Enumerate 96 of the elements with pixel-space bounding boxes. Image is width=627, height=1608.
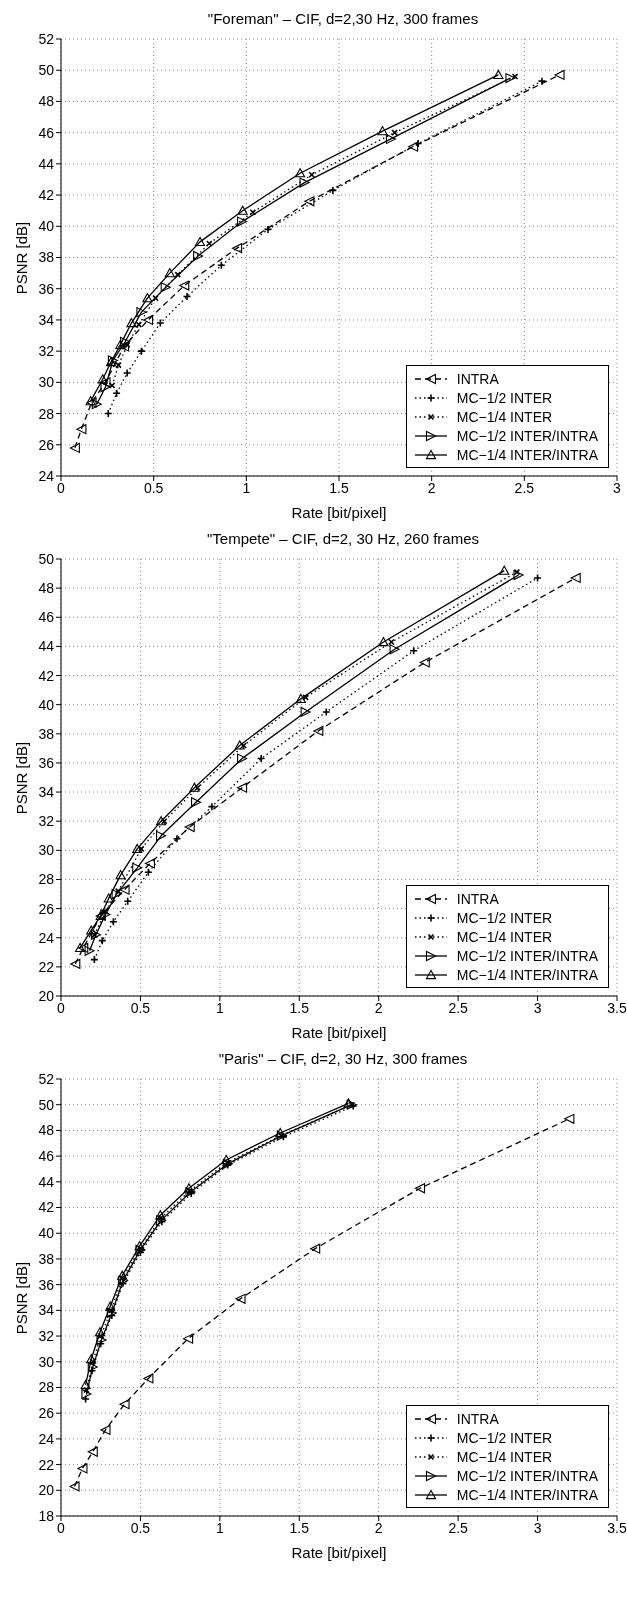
y-axis-title: PSNR [dB] (12, 741, 30, 814)
chart-title: "Tempete" – CIF, d=2, 30 Hz, 260 frames (206, 530, 480, 547)
y-axis-title: PSNR [dB] (12, 1261, 30, 1334)
y-tick-label: 28 (38, 405, 55, 422)
y-tick-label: 48 (38, 1122, 55, 1139)
x-tick-label: 3 (613, 479, 622, 496)
y-tick-label: 30 (38, 374, 55, 391)
y-tick-label: 50 (38, 62, 55, 79)
legend-label: INTRA (456, 1410, 499, 1427)
legend-label: MC−1/2 INTER (456, 389, 553, 406)
legend-label: MC−1/4 INTER (456, 928, 553, 945)
y-tick-label: 50 (38, 550, 55, 567)
y-tick-label: 28 (38, 871, 55, 888)
y-tick-label: 38 (38, 249, 55, 266)
x-axis-title: Rate [bit/pixel] (291, 1544, 387, 1561)
y-tick-label: 40 (38, 696, 55, 713)
y-axis-title: PSNR [dB] (12, 221, 30, 294)
x-tick-label: 3.5 (607, 1519, 627, 1536)
y-tick-label: 46 (38, 1148, 55, 1165)
x-tick-label: 2 (427, 479, 436, 496)
y-tick-label: 48 (38, 93, 55, 110)
y-tick-label: 44 (38, 1173, 55, 1190)
y-tick-label: 44 (38, 638, 55, 655)
y-tick-label: 36 (38, 754, 55, 771)
y-tick-label: 28 (38, 1379, 55, 1396)
y-tick-label: 46 (38, 609, 55, 626)
legend-label: MC−1/4 INTER/INTRA (456, 1486, 598, 1503)
x-tick-label: 2.5 (448, 1519, 469, 1536)
y-tick-label: 42 (38, 187, 55, 204)
x-tick-label: 0 (57, 999, 66, 1016)
x-tick-label: 0 (57, 1519, 66, 1536)
y-tick-label: 26 (38, 436, 55, 453)
y-tick-label: 40 (38, 1225, 55, 1242)
y-tick-label: 52 (38, 1070, 55, 1087)
y-tick-label: 52 (38, 30, 55, 47)
legend-label: MC−1/2 INTER (456, 909, 553, 926)
y-tick-label: 38 (38, 725, 55, 742)
legend-label: MC−1/2 INTER/INTRA (456, 1467, 598, 1484)
legend-label: INTRA (456, 370, 499, 387)
y-tick-label: 36 (38, 1276, 55, 1293)
chart-title: "Paris" – CIF, d=2, 30 Hz, 300 frames (217, 1050, 469, 1067)
y-tick-label: 20 (38, 987, 55, 1004)
x-tick-label: 1.5 (289, 1519, 310, 1536)
x-tick-label: 1.5 (289, 999, 310, 1016)
legend-label: MC−1/4 INTER/INTRA (456, 446, 598, 463)
legend-label: INTRA (456, 890, 499, 907)
y-tick-label: 38 (38, 1250, 55, 1267)
x-tick-label: 2.5 (514, 479, 535, 496)
legend-label: MC−1/2 INTER (456, 1429, 553, 1446)
y-tick-label: 30 (38, 842, 55, 859)
y-tick-label: 42 (38, 1199, 55, 1216)
chart-title: "Foreman" – CIF, d=2,30 Hz, 300 frames (206, 10, 480, 27)
y-tick-label: 36 (38, 280, 55, 297)
x-tick-label: 3.5 (607, 999, 627, 1016)
y-tick-label: 18 (38, 1507, 55, 1524)
x-axis-title: Rate [bit/pixel] (291, 1024, 387, 1041)
legend-label: MC−1/4 INTER/INTRA (456, 966, 598, 983)
y-tick-label: 24 (38, 929, 55, 946)
x-tick-label: 0.5 (130, 1519, 151, 1536)
y-tick-label: 22 (38, 958, 55, 975)
x-tick-label: 0.5 (143, 479, 164, 496)
x-tick-label: 2.5 (448, 999, 469, 1016)
y-tick-label: 40 (38, 218, 55, 235)
y-tick-label: 30 (38, 1353, 55, 1370)
x-tick-label: 3 (533, 1519, 542, 1536)
x-tick-label: 3 (533, 999, 542, 1016)
y-tick-label: 20 (38, 1482, 55, 1499)
y-tick-label: 44 (38, 155, 55, 172)
y-tick-label: 46 (38, 124, 55, 141)
legend-label: MC−1/2 INTER/INTRA (456, 947, 598, 964)
y-tick-label: 50 (38, 1096, 55, 1113)
x-tick-label: 1 (242, 479, 251, 496)
y-tick-label: 32 (38, 343, 55, 360)
y-tick-label: 26 (38, 900, 55, 917)
x-tick-label: 1.5 (329, 479, 349, 496)
y-tick-label: 48 (38, 580, 55, 597)
y-tick-label: 34 (38, 784, 55, 801)
y-tick-label: 24 (38, 1430, 55, 1447)
legend-label: MC−1/4 INTER (456, 1448, 553, 1465)
x-tick-label: 1 (215, 1519, 224, 1536)
y-tick-label: 34 (38, 311, 55, 328)
y-tick-label: 42 (38, 667, 55, 684)
y-tick-label: 22 (38, 1456, 55, 1473)
legend-label: MC−1/4 INTER (456, 408, 553, 425)
legend-label: MC−1/2 INTER/INTRA (456, 427, 598, 444)
x-axis-title: Rate [bit/pixel] (291, 504, 387, 521)
y-tick-label: 32 (38, 813, 55, 830)
x-tick-label: 0 (57, 479, 66, 496)
x-tick-label: 2 (374, 1519, 383, 1536)
x-tick-label: 2 (374, 999, 383, 1016)
x-tick-label: 1 (215, 999, 224, 1016)
x-tick-label: 0.5 (130, 999, 151, 1016)
y-tick-label: 24 (38, 467, 55, 484)
y-tick-label: 32 (38, 1328, 55, 1345)
y-tick-label: 34 (38, 1302, 55, 1319)
y-tick-label: 26 (38, 1405, 55, 1422)
